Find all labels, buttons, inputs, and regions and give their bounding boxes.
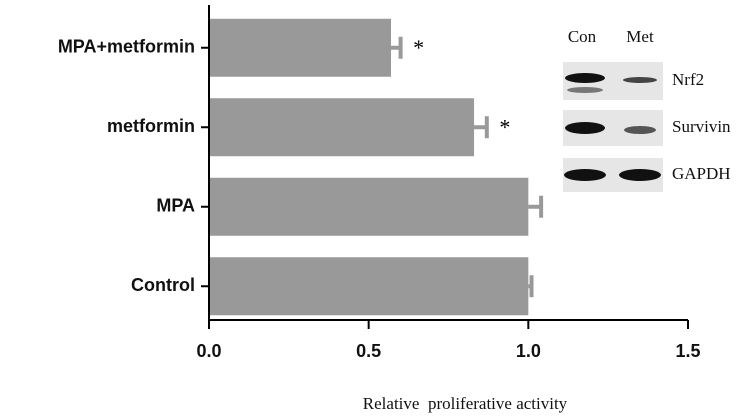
y-tick-label: MPA [156,196,195,216]
blot-column-label: Con [568,27,597,46]
bar [209,98,474,156]
blot-row-label: Nrf2 [672,70,704,89]
annotation: * [413,35,424,60]
y-tick-label: Control [131,275,195,295]
error-bar [528,275,531,297]
x-axis-label: Relative proliferative activity [363,394,568,413]
blot-band [565,73,605,83]
y-tick-label: metformin [107,116,195,136]
bar [209,257,528,315]
blot-band [564,169,606,181]
blot-band [619,169,661,181]
chart: Con Met Nrf2 Survivin GAPDH Relative pro… [0,0,752,419]
page: {"chart_data": {"type": "hbar", "x_label… [0,0,752,419]
error-bar [391,37,401,59]
error-bar [474,116,487,138]
blot-row-label: GAPDH [672,164,731,183]
blot-band [623,77,657,83]
bar [209,19,391,77]
x-tick-label: 1.5 [675,341,700,361]
bar [209,178,528,236]
blot-column-label: Met [626,27,654,46]
blot-panel: Con Met Nrf2 Survivin GAPDH [563,27,731,192]
y-tick-label: MPA+metformin [58,37,195,57]
x-tick-label: 1.0 [516,341,541,361]
x-tick-label: 0.5 [356,341,381,361]
blot-band [567,87,603,93]
blot-band [624,126,656,134]
annotation: * [499,114,510,139]
blot-band [565,122,605,134]
x-tick-label: 0.0 [196,341,221,361]
blot-row-label: Survivin [672,117,731,136]
error-bar [528,196,541,218]
